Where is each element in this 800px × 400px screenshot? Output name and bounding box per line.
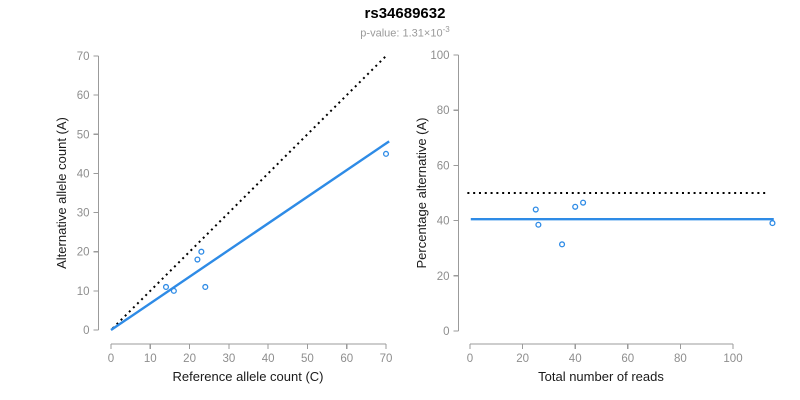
data-point (535, 221, 542, 228)
x-axis-tick-label: 40 (569, 353, 582, 365)
right-chart-panel: 0 20 40 60 80 100 0 20 40 60 80 100 Total number of … (400, 45, 800, 395)
x-axis-tick-label: 50 (301, 353, 314, 365)
x-axis-title: Reference allele count (C) (172, 369, 323, 384)
identity-line (111, 54, 388, 330)
pvalue-subtitle: p-value: 1.31×10-3 (5, 23, 800, 41)
y-axis-tick-label: 0 (443, 326, 449, 338)
y-axis-tick-label: 60 (437, 160, 450, 172)
x-axis-tick-label: 80 (674, 353, 687, 365)
y-axis-tick-label: 100 (430, 50, 449, 62)
plot-header: rs34689632 p-value: 1.31×10-3 (5, 5, 800, 41)
percentage-vs-reads-chart: 0 20 40 60 80 100 0 20 40 60 80 100 Total number of … (414, 50, 776, 384)
pvalue-exponent: -3 (442, 25, 450, 34)
x-axis-tick-label: 20 (516, 353, 529, 365)
y-axis-title: Alternative allele count (A) (54, 117, 69, 269)
data-point (559, 241, 566, 248)
x-axis-tick-label: 10 (144, 353, 157, 365)
x-axis-tick-label: 0 (108, 353, 114, 365)
page-title: rs34689632 (364, 5, 446, 22)
data-point (198, 248, 205, 255)
y-axis-tick-label: 40 (437, 216, 450, 228)
y-axis-tick-label: 20 (437, 271, 450, 283)
y-axis-tick-label: 0 (83, 325, 89, 337)
x-axis-tick-label: 20 (183, 353, 196, 365)
data-point (194, 256, 201, 263)
data-point (202, 283, 209, 290)
data-point (769, 220, 776, 227)
x-axis-tick-label: 70 (380, 353, 393, 365)
pvalue-text: p-value: 1.31×10 (360, 27, 443, 40)
y-axis-tick-label: 10 (77, 286, 90, 298)
x-axis-title: Total number of reads (538, 369, 664, 384)
y-axis-title: Percentage alternative (A) (414, 117, 429, 268)
y-axis-tick-label: 20 (77, 247, 90, 259)
allele-counts-chart: 0 10 20 30 40 50 60 70 0 10 20 30 40 50 60 70 Reference … (54, 51, 393, 384)
data-point (580, 199, 587, 206)
y-axis-tick-label: 40 (77, 168, 90, 180)
data-point (382, 150, 390, 157)
left-chart-panel: 0 10 20 30 40 50 60 70 0 10 20 30 40 50 60 70 Reference … (40, 45, 400, 395)
data-point (162, 283, 170, 290)
data-point (532, 206, 539, 213)
regression-line (110, 140, 390, 331)
y-axis-tick-label: 80 (437, 105, 450, 117)
x-axis-tick-label: 30 (222, 353, 235, 365)
x-axis-tick-label: 60 (621, 353, 634, 365)
y-axis-tick-label: 70 (77, 51, 90, 63)
x-axis-tick-label: 0 (467, 353, 473, 365)
x-axis-tick-label: 40 (262, 353, 275, 365)
x-axis-tick-label: 100 (723, 353, 742, 365)
data-point (170, 287, 177, 294)
y-axis-tick-label: 30 (77, 208, 90, 220)
data-point (572, 203, 579, 210)
y-axis-tick-label: 60 (77, 90, 90, 102)
x-axis-tick-label: 60 (340, 353, 353, 365)
y-axis-tick-label: 50 (77, 129, 90, 141)
